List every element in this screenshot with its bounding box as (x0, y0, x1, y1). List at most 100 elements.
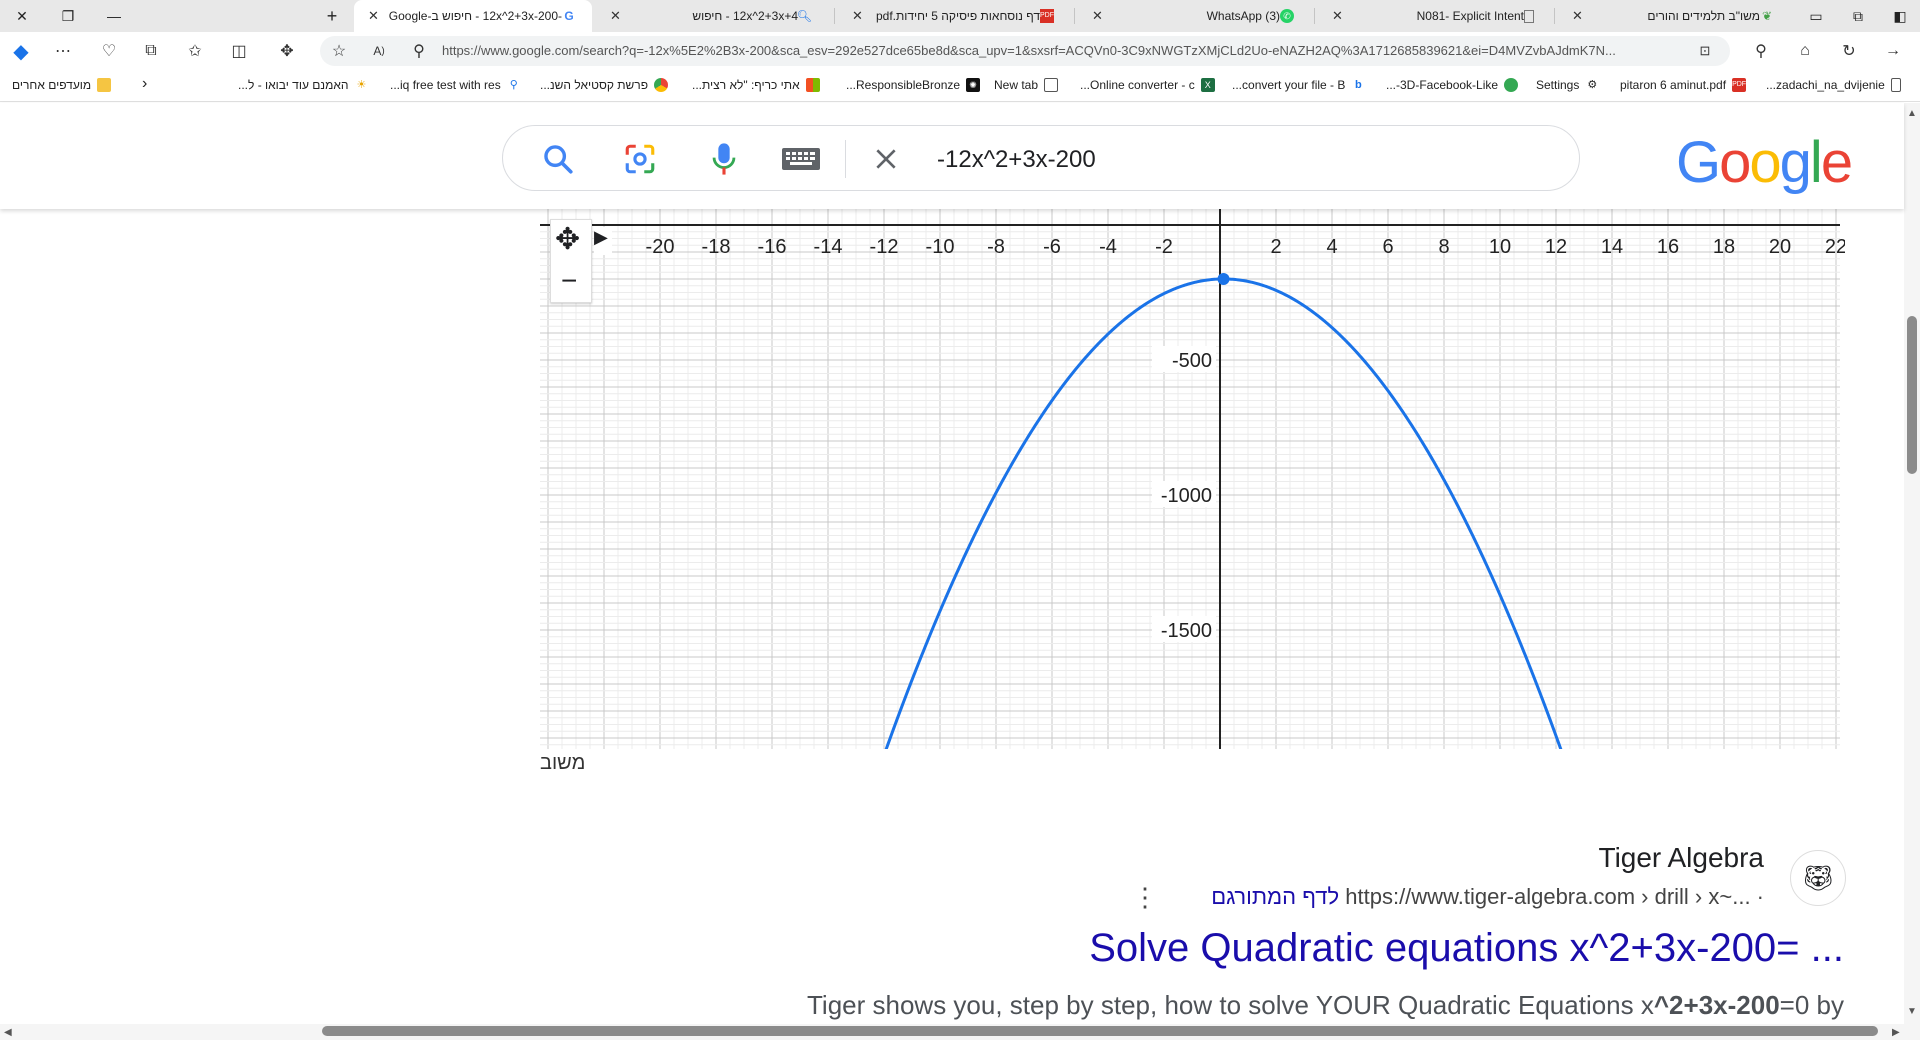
close-tab-icon[interactable]: ✕ (1332, 8, 1343, 23)
x-tick-label: -2 (1155, 236, 1173, 258)
bookmark-item[interactable]: PDF pitaron 6 aminut.pdf (1620, 78, 1747, 92)
tab-explicit-intent[interactable]: N081- Explicit Intent ✕ (1318, 0, 1550, 32)
collections-icon[interactable]: ⧉ (1853, 7, 1863, 24)
site-favicon-icon[interactable]: 🐯︎ (1790, 850, 1846, 906)
google-search-header: -12x^2+3x-200 Google (0, 103, 1904, 209)
x-tick-label: 2 (1270, 236, 1281, 258)
x-tick-label: 4 (1326, 236, 1337, 258)
bookmark-item[interactable]: ⚲ iq free test with res... (390, 78, 521, 92)
microphone-icon[interactable] (707, 140, 741, 178)
bookmark-item[interactable]: X Online converter - c... (1080, 78, 1215, 92)
chevron-left-icon[interactable]: ‹ (142, 75, 148, 92)
search-box[interactable]: -12x^2+3x-200 (502, 125, 1580, 191)
bookmark-item[interactable]: ☀ האמנם עוד יבואו - ל... (238, 78, 368, 92)
scroll-down-icon[interactable]: ▼ (1907, 1006, 1917, 1017)
x-tick-label: 8 (1438, 236, 1449, 258)
microsoft-icon (805, 78, 820, 92)
bookmark-item[interactable]: zadachi_na_dvijenie... (1766, 78, 1901, 92)
site-info-icon[interactable]: ⚲ (413, 43, 425, 60)
tab-search-2[interactable]: 🔍︎ 12x^2+3x+4 - חיפוש ✕ (610, 8, 812, 23)
x-tick-label: -4 (1099, 236, 1117, 258)
zoom-search-icon[interactable]: ⚲ (1755, 43, 1767, 60)
graph-canvas[interactable]: -20 -18 -16 -14 -12 -10 -8 -6 -4 -2 2 4 6 8 10 12 14 16 18… (540, 209, 1845, 749)
minimize-window-icon[interactable]: — (107, 8, 121, 24)
vertical-scroll-thumb[interactable] (1907, 316, 1917, 474)
tab-mashov[interactable]: ❦ משו"ב תלמידים והורים ✕ (1572, 8, 1773, 23)
leaf-icon: ❦ (1761, 9, 1773, 23)
close-tab-icon[interactable]: ✕ (852, 8, 863, 23)
google-logo[interactable]: Google (1676, 130, 1853, 195)
bookmark-item[interactable]: New tab (994, 78, 1059, 92)
tab-pdf[interactable]: PDF דף נוסחאות פיסיקה 5 יחידות.pdf ✕ (852, 8, 1054, 23)
result-site-name[interactable]: Tiger Algebra (1598, 842, 1765, 873)
more-options-icon[interactable]: ⋮ (1132, 882, 1158, 912)
read-aloud-icon[interactable]: A) (373, 44, 385, 58)
bookmark-item[interactable]: b convert your file - B... (1232, 78, 1365, 92)
bookmark-item[interactable]: פרשת קסטיאל השנ... (540, 78, 669, 92)
lock-icon[interactable]: ⊡ (1699, 43, 1711, 58)
tab-google-search[interactable]: G -12x^2+3x-200 - חיפוש ב-Google ✕ (354, 0, 592, 32)
x-tick-label: -6 (1043, 236, 1061, 258)
close-tab-icon[interactable]: ✕ (610, 8, 621, 23)
url-text[interactable]: https://www.google.com/search?q=-12x%5E2… (442, 43, 1616, 58)
performance-icon[interactable]: ♡ (101, 43, 117, 60)
new-tab-icon[interactable]: + (326, 5, 338, 26)
x-tick-label: -20 (646, 236, 675, 258)
extensions-icon[interactable]: ✥ (280, 43, 294, 60)
bookmark-item[interactable]: 3D-Facebook-Like-... (1386, 78, 1519, 92)
close-tab-icon[interactable]: ✕ (368, 8, 379, 23)
x-tick-label: -12 (870, 236, 899, 258)
keyboard-icon[interactable] (781, 146, 821, 172)
scroll-up-icon[interactable]: ▲ (1907, 108, 1917, 119)
result-url[interactable]: לדף המתורגם https://www.tiger-algebra.co… (1211, 884, 1764, 909)
add-favorite-icon[interactable]: ☆ (331, 43, 347, 60)
tab-strip: ✕ ❐ — + G -12x^2+3x-200 - חיפוש ב-Google… (0, 0, 1920, 32)
edge-menu-icon[interactable]: ◧ (1893, 7, 1907, 24)
google-lens-icon[interactable] (623, 142, 657, 176)
collections-icon[interactable]: ⧉ (145, 42, 157, 59)
workspaces-icon[interactable]: ▭ (1809, 7, 1823, 24)
tab-whatsapp[interactable]: ✆ (3) WhatsApp ✕ (1078, 0, 1310, 32)
folder-icon (97, 78, 112, 92)
feedback-link[interactable]: משוב (540, 752, 586, 774)
search-input[interactable]: -12x^2+3x-200 (937, 146, 1096, 173)
y-tick-label-bg (1152, 616, 1216, 642)
x-tick-label: 22 (1825, 236, 1845, 258)
search-icon: 🔍︎ (796, 9, 812, 23)
result-title-link[interactable]: Solve Quadratic equations x^2+3x-200= ..… (1089, 926, 1844, 970)
x-tick-label: 20 (1769, 236, 1791, 258)
other-favorites[interactable]: מועדפים אחרים (12, 78, 112, 92)
x-tick-label: 14 (1601, 236, 1623, 258)
x-tick-label: -10 (926, 236, 955, 258)
gear-icon: ⚙ (1587, 79, 1598, 91)
bookmark-item[interactable]: אתי כריף: "לא רצית... (692, 78, 820, 92)
close-tab-icon[interactable]: ✕ (1572, 8, 1583, 23)
vertical-scrollbar[interactable] (1904, 103, 1920, 1040)
home-icon[interactable]: ⌂ (1800, 42, 1810, 59)
close-window-icon[interactable]: ✕ (16, 7, 28, 24)
refresh-icon[interactable]: ↻ (1842, 43, 1856, 60)
forward-icon[interactable]: → (1885, 42, 1901, 59)
bookmark-item[interactable]: ✺ ResponsibleBronze... (846, 78, 981, 92)
more-menu-icon[interactable]: ⋯ (55, 43, 71, 60)
bookmark-item[interactable]: ⚙ Settings (1536, 78, 1599, 92)
favorites-bar: מועדפים אחרים ‹ ☀ האמנם עוד יבואו - ל... … (0, 70, 1920, 102)
split-screen-icon[interactable]: ◫ (231, 43, 247, 60)
copilot-icon[interactable]: ◆ (13, 40, 29, 63)
restore-window-icon[interactable]: ❐ (61, 7, 75, 24)
scroll-left-icon[interactable]: ◀ (4, 1027, 12, 1038)
search-icon[interactable] (541, 142, 575, 176)
translate-link[interactable]: לדף המתורגם (1211, 884, 1340, 909)
close-tab-icon[interactable]: ✕ (1092, 8, 1103, 23)
function-graph[interactable]: -20 -18 -16 -14 -12 -10 -8 -6 -4 -2 2 4 6 8 10 12 14 16 18… (540, 209, 1845, 749)
pan-icon[interactable]: ✥ (555, 223, 581, 256)
horizontal-scroll-thumb[interactable] (322, 1026, 1878, 1036)
address-bar[interactable]: ☆ A) ⚲ https://www.google.com/search?q=-… (320, 36, 1730, 66)
scroll-right-icon[interactable]: ▶ (1892, 1027, 1900, 1038)
clear-search-icon[interactable] (873, 146, 899, 172)
play-icon[interactable]: ▶ (594, 227, 612, 255)
favorites-icon[interactable]: ✩ (188, 43, 202, 60)
zoom-out-icon[interactable]: − (561, 265, 578, 296)
vertex-point (1217, 272, 1230, 285)
y-tick-label-bg (1152, 346, 1216, 372)
